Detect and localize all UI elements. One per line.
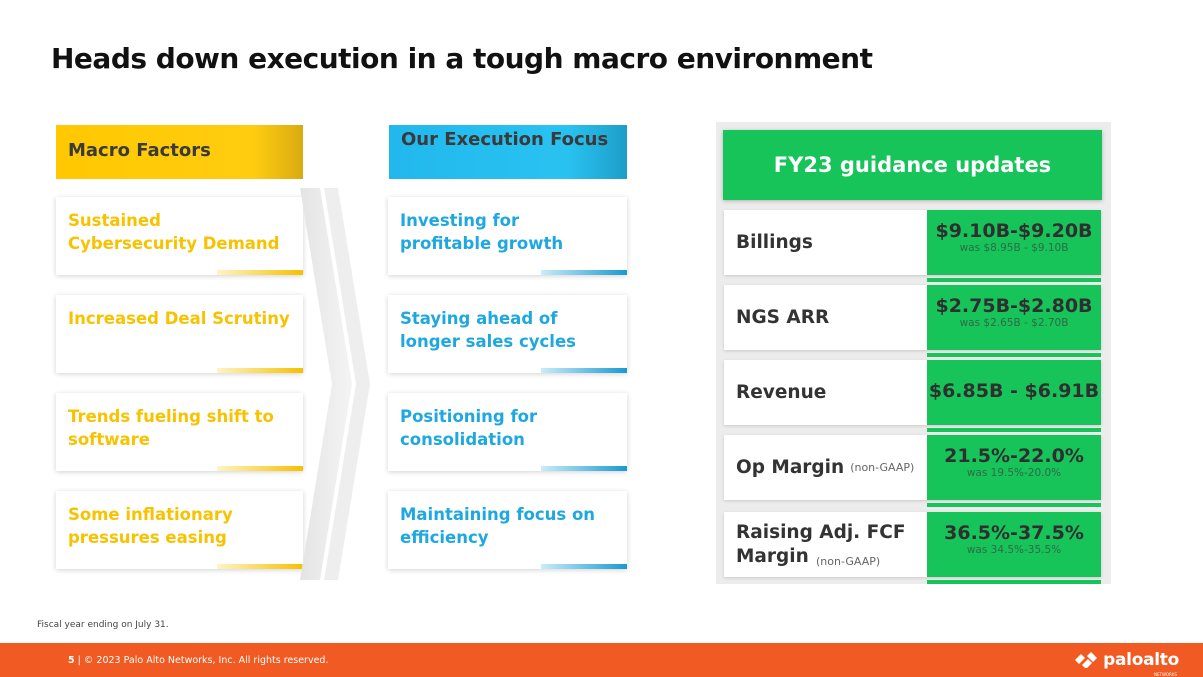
guidance-label-qualifier: (non-GAAP)	[850, 460, 915, 474]
guidance-previous-value: was $2.65B - $2.70B	[959, 317, 1069, 329]
guidance-row-label: Billings	[736, 210, 813, 275]
footer-copyright: 5 | © 2023 Palo Alto Networks, Inc. All …	[68, 655, 328, 666]
execution-card-text: Positioning for consolidation	[400, 407, 538, 449]
macro-card: Trends fueling shift to software	[56, 393, 303, 471]
execution-card-accent-bar	[541, 270, 627, 275]
guidance-value-stripe	[927, 278, 1101, 282]
logo-subtext: NETWORKS	[1153, 672, 1177, 677]
guidance-value: $9.10B-$9.20B	[935, 220, 1093, 242]
guidance-value: $2.75B-$2.80B	[935, 295, 1093, 317]
company-logo: paloalto NETWORKS	[1073, 650, 1179, 677]
guidance-value-box: $2.75B-$2.80B was $2.65B - $2.70B	[927, 285, 1101, 350]
guidance-previous-value: was 34.5%-35.5%	[966, 544, 1062, 556]
guidance-value: $6.85B - $6.91B	[928, 380, 1100, 402]
guidance-value: 36.5%-37.5%	[944, 522, 1084, 544]
guidance-value-stripe	[927, 428, 1101, 432]
guidance-row-label: NGS ARR	[736, 285, 829, 350]
guidance-value-box: $6.85B - $6.91B	[927, 360, 1101, 425]
footer-bar: 5 | © 2023 Palo Alto Networks, Inc. All …	[0, 643, 1203, 677]
macro-card-text: Increased Deal Scrutiny	[68, 309, 290, 328]
execution-card: Maintaining focus on efficiency	[388, 491, 627, 569]
guidance-previous-value: was $8.95B - $9.10B	[959, 242, 1069, 254]
guidance-row-ngs-arr: NGS ARR $2.75B-$2.80B was $2.65B - $2.70…	[724, 285, 1101, 357]
macro-card: Some inflationary pressures easing	[56, 491, 303, 569]
guidance-label-text: Op Margin	[736, 456, 845, 478]
guidance-label-text: Billings	[736, 231, 813, 253]
footnote: Fiscal year ending on July 31.	[37, 620, 169, 630]
guidance-row-label: Raising Adj. FCF Margin	[736, 512, 926, 577]
execution-card-accent-bar	[541, 564, 627, 569]
guidance-value-stripe	[927, 353, 1101, 357]
macro-card: Increased Deal Scrutiny	[56, 295, 303, 373]
execution-card-accent-bar	[541, 368, 627, 373]
macro-card: Sustained Cybersecurity Demand	[56, 197, 303, 275]
macro-card-text: Sustained Cybersecurity Demand	[68, 211, 280, 253]
slide-title: Heads down execution in a tough macro en…	[51, 42, 873, 75]
guidance-row-op-margin: Op Margin (non-GAAP) 21.5%-22.0% was 19.…	[724, 435, 1101, 507]
execution-card: Investing for profitable growth	[388, 197, 627, 275]
guidance-value-stripe	[927, 503, 1101, 507]
guidance-row-label: Revenue	[736, 360, 826, 425]
execution-focus-header: Our Execution Focus	[389, 125, 627, 179]
paloalto-logo-icon	[1075, 652, 1098, 668]
macro-factors-header: Macro Factors	[56, 125, 303, 179]
guidance-label-text: NGS ARR	[736, 306, 830, 328]
guidance-value-box: 36.5%-37.5% was 34.5%-35.5%	[927, 512, 1101, 577]
copyright-text: © 2023 Palo Alto Networks, Inc. All righ…	[83, 655, 329, 666]
logo-wordmark: paloalto	[1103, 650, 1179, 670]
chevron-arrow-icon	[300, 188, 370, 580]
execution-card: Positioning for consolidation	[388, 393, 627, 471]
guidance-previous-value: was 19.5%-20.0%	[966, 467, 1062, 479]
footer-separator: |	[77, 655, 84, 666]
execution-card-text: Staying ahead of longer sales cycles	[400, 309, 576, 351]
guidance-label-text: Revenue	[736, 381, 827, 403]
guidance-value: 21.5%-22.0%	[944, 445, 1084, 467]
execution-card-text: Investing for profitable growth	[400, 211, 564, 253]
execution-card-text: Maintaining focus on efficiency	[400, 505, 596, 547]
macro-card-text: Trends fueling shift to software	[68, 407, 274, 449]
macro-card-accent-bar	[217, 466, 303, 471]
guidance-value-stripe	[927, 580, 1101, 584]
guidance-row-fcf-margin: Raising Adj. FCF Margin (non-GAAP) 36.5%…	[724, 512, 1101, 584]
guidance-row-billings: Billings $9.10B-$9.20B was $8.95B - $9.1…	[724, 210, 1101, 282]
guidance-value-box: 21.5%-22.0% was 19.5%-20.0%	[927, 435, 1101, 500]
guidance-header: FY23 guidance updates	[723, 130, 1102, 200]
macro-card-text: Some inflationary pressures easing	[68, 505, 233, 547]
guidance-row-label: Op Margin (non-GAAP)	[736, 435, 914, 500]
guidance-label-qualifier: (non-GAAP)	[816, 555, 881, 568]
macro-card-accent-bar	[217, 564, 303, 569]
macro-card-accent-bar	[217, 270, 303, 275]
macro-card-accent-bar	[217, 368, 303, 373]
guidance-row-revenue: Revenue $6.85B - $6.91B	[724, 360, 1101, 432]
execution-card: Staying ahead of longer sales cycles	[388, 295, 627, 373]
page-number: 5	[68, 655, 75, 666]
guidance-label-text: Raising Adj. FCF Margin	[736, 521, 906, 567]
execution-card-accent-bar	[541, 466, 627, 471]
guidance-value-box: $9.10B-$9.20B was $8.95B - $9.10B	[927, 210, 1101, 275]
